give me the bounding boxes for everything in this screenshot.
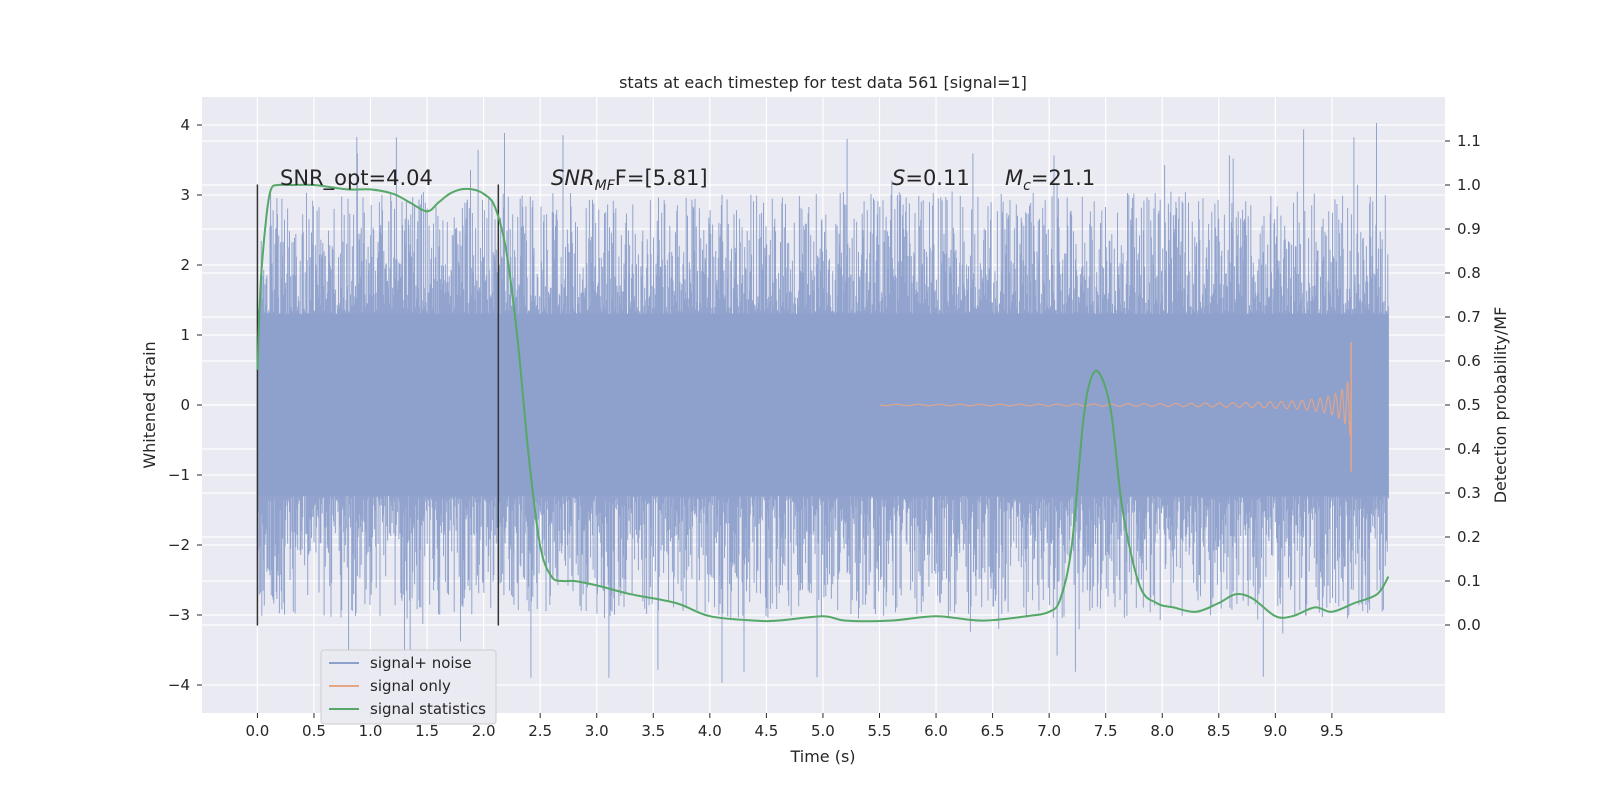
x-tick-label-11: 5.5	[868, 722, 892, 740]
x-tick-label-17: 8.5	[1207, 722, 1231, 740]
annotation-mc-sub: c	[1023, 178, 1031, 194]
yl-tick-label-1: 3	[180, 186, 190, 204]
annotation-mc-tail: =21.1	[1031, 166, 1095, 190]
x-tick-label-15: 7.5	[1094, 722, 1118, 740]
x-tick-label-1: 0.5	[302, 722, 326, 740]
chart-title: stats at each timestep for test data 561…	[619, 73, 1027, 92]
yl-tick-label-8: −4	[168, 676, 190, 694]
yl-tick-label-2: 2	[180, 256, 190, 274]
series-signal-only	[879, 342, 1352, 472]
yl-tick-label-7: −3	[168, 606, 190, 624]
y-axis-left-label: Whitened strain	[140, 341, 159, 468]
annotation-snr-mf-main: SNR	[551, 166, 595, 190]
yr-tick-label-9: 0.2	[1457, 528, 1481, 546]
annotation-mc: Mc=21.1	[1005, 166, 1095, 194]
annotation-s-main: S	[892, 166, 905, 190]
yl-tick-label-6: −2	[168, 536, 190, 554]
annotation-snr-opt: SNR_opt=4.04	[280, 166, 433, 191]
yr-tick-label-8: 0.3	[1457, 484, 1481, 502]
yl-tick-label-3: 1	[180, 326, 190, 344]
y-axis-right-label: Detection probability/MF	[1491, 307, 1510, 504]
x-tick-label-4: 2.0	[472, 722, 496, 740]
y-axis-right: 1.1 1.0 0.9 0.8 0.7 0.6 0.5 0.4 0.3 0.2 0.1 0.0	[1445, 132, 1481, 634]
x-tick-label-12: 6.0	[924, 722, 948, 740]
yr-tick-label-11: 0.0	[1457, 616, 1481, 634]
x-axis-label: Time (s)	[789, 747, 855, 766]
x-tick-label-5: 2.5	[528, 722, 552, 740]
series-signal-statistics	[256, 183, 1390, 623]
x-tick-label-18: 9.0	[1263, 722, 1287, 740]
x-tick-label-9: 4.5	[754, 722, 778, 740]
yr-tick-label-5: 0.6	[1457, 352, 1481, 370]
legend-label-signal-plus-noise: signal+ noise	[370, 654, 472, 672]
yr-tick-label-1: 1.0	[1457, 176, 1481, 194]
y-axis-left: 4 3 2 1 0 −1 −2 −3 −4	[168, 116, 202, 694]
x-tick-label-7: 3.5	[641, 722, 665, 740]
x-tick-label-14: 7.0	[1037, 722, 1061, 740]
yr-tick-label-7: 0.4	[1457, 440, 1481, 458]
x-tick-label-6: 3.0	[585, 722, 609, 740]
yr-tick-label-3: 0.8	[1457, 264, 1481, 282]
annotation-s-tail: =0.11	[905, 166, 969, 190]
yr-tick-label-10: 0.1	[1457, 572, 1481, 590]
annotation-snr-mf-sub: MF	[595, 178, 616, 194]
annotation-snr-mf: SNRMFF=[5.81]	[551, 166, 708, 194]
annotation-mc-main: M	[1005, 166, 1023, 190]
annotation-snr-mf-tail: F=[5.81]	[615, 166, 708, 190]
legend-label-signal-only: signal only	[370, 677, 451, 695]
signal-trace	[879, 381, 1352, 436]
legend-box	[320, 649, 497, 725]
legend-label-signal-statistics: signal statistics	[370, 700, 486, 718]
yl-tick-label-0: 4	[180, 116, 190, 134]
x-tick-label-3: 1.5	[415, 722, 439, 740]
yr-tick-label-0: 1.1	[1457, 132, 1481, 150]
x-tick-label-0: 0.0	[245, 722, 269, 740]
series-signal-plus-noise	[256, 122, 1389, 683]
legend: signal+ noise signal only signal statist…	[320, 649, 497, 725]
x-axis: 0.0 0.5 1.0 1.5 2.0 2.5 3.0 3.5 4.0 4.5 5.0 5.5 6.0 6…	[245, 713, 1344, 740]
stats-trace	[256, 183, 1390, 623]
yr-tick-label-6: 0.5	[1457, 396, 1481, 414]
x-tick-label-13: 6.5	[981, 722, 1005, 740]
vertical-markers	[256, 184, 500, 626]
x-tick-label-10: 5.0	[811, 722, 835, 740]
x-tick-label-19: 9.5	[1320, 722, 1344, 740]
x-tick-label-8: 4.0	[698, 722, 722, 740]
yl-tick-label-5: −1	[168, 466, 190, 484]
yl-tick-label-4: 0	[180, 396, 190, 414]
yr-tick-label-2: 0.9	[1457, 220, 1481, 238]
x-tick-label-16: 8.0	[1150, 722, 1174, 740]
x-tick-label-2: 1.0	[359, 722, 383, 740]
annotation-s: S=0.11	[892, 166, 970, 190]
annotations: SNR_opt=4.04 SNRMFF=[5.81] S=0.11 Mc=21.…	[280, 166, 1095, 194]
yr-tick-label-4: 0.7	[1457, 308, 1481, 326]
